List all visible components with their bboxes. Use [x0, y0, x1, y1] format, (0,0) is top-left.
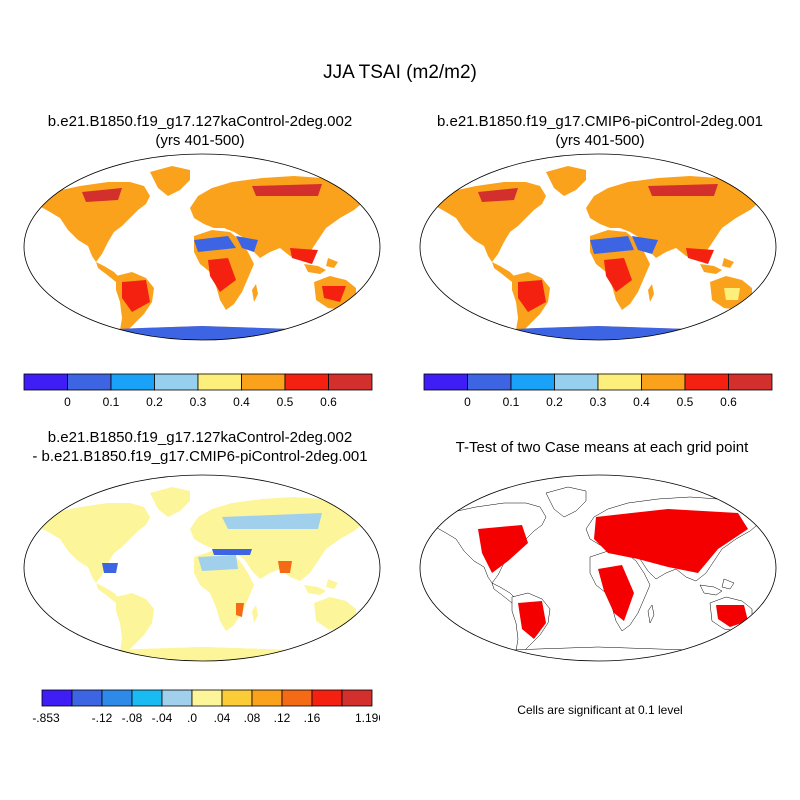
colorbar-tick-label: 0.1 — [103, 395, 120, 409]
desert-region — [590, 236, 658, 254]
colorbar-tick-label: -.853 — [32, 711, 60, 725]
colorbar-tick-label: 0.3 — [190, 395, 207, 409]
colorbar-swatch — [191, 689, 223, 707]
colorbar-tick-label: 0.2 — [546, 395, 563, 409]
colorbar-tick-label: 0 — [64, 395, 71, 409]
colorbar-tick-label: .08 — [244, 711, 261, 725]
colorbar-tick-label: 0.4 — [233, 395, 250, 409]
colorbar-swatch — [161, 689, 193, 707]
map-difference — [23, 474, 381, 662]
colorbar-tick-label: .04 — [214, 711, 231, 725]
colorbar-swatch — [101, 689, 133, 707]
panel-difference-title: b.e21.B1850.f19_g17.127kaControl-2deg.00… — [0, 428, 400, 466]
colorbar-absolute-right: 0 0.1 0.2 0.3 0.4 0.5 0.6 — [423, 373, 773, 409]
colorbar-tick-label: 0.1 — [503, 395, 520, 409]
colorbar-swatch — [154, 373, 199, 391]
tropical-forest-region — [122, 248, 346, 312]
tropical-forest-region — [518, 248, 714, 312]
colorbar-tick-label: 0.2 — [146, 395, 163, 409]
colorbar-tick-label: .0 — [187, 711, 197, 725]
colorbar-tick-label: 0.4 — [633, 395, 650, 409]
desert-region — [194, 236, 258, 252]
colorbar-swatch — [241, 373, 286, 391]
strong-negative-anomaly — [102, 549, 252, 573]
negative-anomaly-region — [198, 513, 322, 571]
colorbar-swatch — [341, 689, 373, 707]
colorbar-swatch — [423, 373, 468, 391]
colorbar-swatch — [251, 689, 283, 707]
colorbar-tick-label: 0.5 — [277, 395, 294, 409]
significant-cells — [478, 509, 748, 639]
map-case1 — [23, 153, 381, 341]
antarctica-ice — [32, 647, 372, 661]
panel-difference-title-line1: b.e21.B1850.f19_g17.127kaControl-2deg.00… — [47, 429, 353, 446]
colorbar-swatch — [467, 373, 512, 391]
colorbar-swatch — [510, 373, 555, 391]
colorbar-swatch — [684, 373, 729, 391]
colorbar-tick-label: 1.196 — [355, 711, 380, 725]
map-case2 — [419, 153, 777, 341]
colorbar-swatch — [284, 373, 329, 391]
colorbar-swatch — [328, 373, 373, 391]
colorbar-swatch — [67, 373, 112, 391]
colorbar-swatch — [597, 373, 642, 391]
colorbar-tick-label: .12 — [274, 711, 291, 725]
colorbar-swatch — [221, 689, 253, 707]
colorbar-tick-label: -.08 — [122, 711, 143, 725]
colorbar-swatch — [281, 689, 313, 707]
panel-case2-title: b.e21.B1850.f19_g17.CMIP6-piControl-2deg… — [405, 112, 795, 150]
positive-anomaly-region — [236, 561, 292, 617]
colorbar-swatch — [110, 373, 155, 391]
colorbar-tick-label: 0.5 — [677, 395, 694, 409]
tundra-region — [82, 184, 322, 202]
colorbar-swatch — [41, 689, 73, 707]
colorbar-swatch — [311, 689, 343, 707]
australia-interior — [724, 288, 740, 300]
figure-title: JJA TSAI (m2/m2) — [323, 62, 477, 83]
colorbar-tick-label: 0 — [464, 395, 471, 409]
colorbar-difference: -.853 -.12 -.08 -.04 .0 .04 .08 .12 .16 1.196 — [32, 689, 380, 725]
colorbar-swatch — [23, 373, 68, 391]
colorbar-swatch — [728, 373, 773, 391]
panel-case2-title-line2: (yrs 401-500) — [555, 132, 645, 149]
map-ttest — [419, 474, 777, 662]
panel-case1-title-line1: b.e21.B1850.f19_g17.127kaControl-2deg.00… — [47, 113, 353, 130]
panel-case1-title-line2: (yrs 401-500) — [155, 132, 245, 149]
colorbar-swatch — [554, 373, 599, 391]
tundra-region — [478, 184, 718, 202]
colorbar-tick-label: -.12 — [92, 711, 113, 725]
panel-ttest-title: T-Test of two Case means at each grid po… — [455, 439, 749, 456]
colorbar-tick-label: 0.6 — [720, 395, 737, 409]
significance-note: Cells are significant at 0.1 level — [517, 703, 683, 717]
colorbar-swatch — [71, 689, 103, 707]
panel-case2-title-line1: b.e21.B1850.f19_g17.CMIP6-piControl-2deg… — [436, 113, 764, 130]
colorbar-swatch — [131, 689, 163, 707]
colorbar-swatch — [197, 373, 242, 391]
colorbar-swatch — [641, 373, 686, 391]
colorbar-tick-label: .16 — [304, 711, 321, 725]
colorbar-tick-label: 0.6 — [320, 395, 337, 409]
colorbar-tick-label: 0.3 — [590, 395, 607, 409]
colorbar-absolute-left: 0 0.1 0.2 0.3 0.4 0.5 0.6 — [23, 373, 373, 409]
colorbar-tick-label: -.04 — [152, 711, 173, 725]
panel-difference-title-line2: - b.e21.B1850.f19_g17.CMIP6-piControl-2d… — [32, 448, 368, 465]
panel-case1-title: b.e21.B1850.f19_g17.127kaControl-2deg.00… — [10, 112, 390, 150]
